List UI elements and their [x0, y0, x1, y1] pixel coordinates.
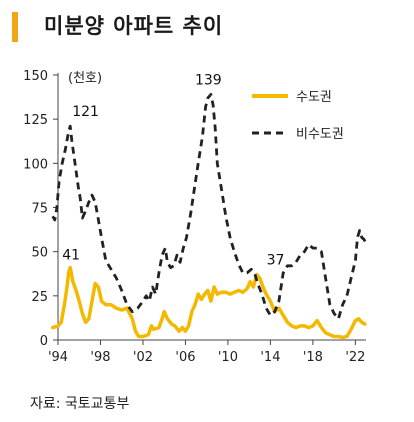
y-axis: 0 25 50 75 100 125 150	[23, 69, 59, 349]
x-tick-label: '98	[90, 350, 110, 365]
y-tick-label: 125	[23, 113, 48, 128]
x-tick-label: '22	[345, 350, 365, 365]
annotation-label: 41	[62, 248, 80, 264]
annotation-label: 37	[267, 253, 285, 269]
title-accent-bar	[12, 12, 18, 42]
x-tick-label: '10	[218, 350, 238, 365]
y-tick-label: 0	[40, 334, 48, 349]
annotation-layer: 121 41 139 37	[62, 72, 284, 268]
legend-label-noncapital: 비수도권	[296, 127, 344, 142]
y-tick-label: 100	[23, 157, 48, 172]
y-tick-label: 75	[31, 202, 48, 217]
series-line-capital	[50, 265, 367, 340]
series-line-noncapital	[51, 93, 368, 321]
series-layer	[50, 93, 368, 340]
annotation-label: 139	[195, 72, 222, 88]
y-tick-label: 150	[23, 69, 48, 84]
legend: 수도권 비수도권	[252, 90, 344, 142]
y-tick-label: 25	[31, 290, 48, 305]
legend-label-capital: 수도권	[296, 90, 332, 105]
x-tick-label: '02	[133, 350, 153, 365]
x-axis: '94 '98 '02 '06 '10 '14 '18 '22	[48, 339, 366, 365]
y-unit-label: (천호)	[68, 71, 102, 86]
x-tick-label: '94	[48, 350, 68, 365]
y-tick-label: 50	[31, 246, 48, 261]
x-tick-label: '18	[303, 350, 323, 365]
chart-title: 미분양 아파트 추이	[44, 14, 224, 38]
source-note: 자료: 국토교통부	[30, 396, 130, 412]
annotation-label: 121	[72, 104, 99, 120]
x-tick-label: '06	[175, 350, 195, 365]
x-tick-label: '14	[260, 350, 280, 365]
